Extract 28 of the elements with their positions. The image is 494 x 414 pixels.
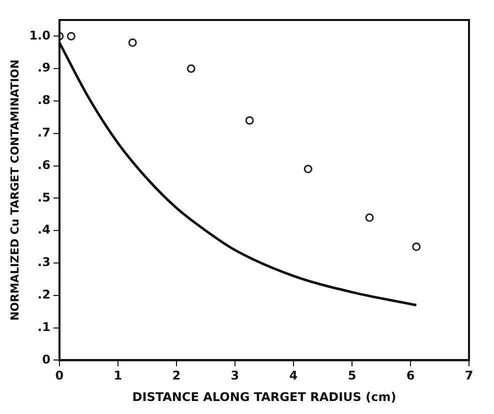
point [412, 242, 421, 252]
y-tick-label: .3 [38, 255, 50, 270]
x-tick-label: 1 [114, 368, 122, 383]
y-tick-label: .8 [38, 93, 50, 108]
y-tick-label: .9 [38, 60, 50, 75]
x-tick-label: 0 [55, 368, 64, 383]
point [245, 116, 254, 125]
y-tick-label: .4 [38, 222, 50, 237]
point [304, 164, 312, 174]
x-tick-label: 5 [348, 368, 356, 383]
x-tick-label: 7 [464, 368, 474, 383]
x-tick-label: 4 [289, 368, 298, 383]
point [128, 38, 137, 47]
x-tick-label: 6 [406, 368, 415, 383]
y-tick-label: 1.0 [29, 28, 50, 42]
point [186, 64, 196, 73]
point [66, 32, 76, 40]
point [365, 213, 374, 222]
y-tick-label: .7 [38, 126, 50, 140]
x-tick-label: 3 [230, 368, 240, 383]
x-axis-title: DISTANCE ALONG TARGET RADIUS (cm) [132, 390, 396, 404]
y-tick-label: .1 [38, 320, 50, 334]
y-tick-label: .5 [38, 190, 50, 204]
x-tick-label: 2 [172, 368, 181, 383]
y-tick-label: .6 [38, 158, 50, 172]
y-tick-label: 0 [42, 352, 50, 366]
y-tick-label: .2 [38, 288, 50, 302]
y-axis-title: NORMALIZED Cu TARGET CONTAMINATION [8, 60, 22, 321]
